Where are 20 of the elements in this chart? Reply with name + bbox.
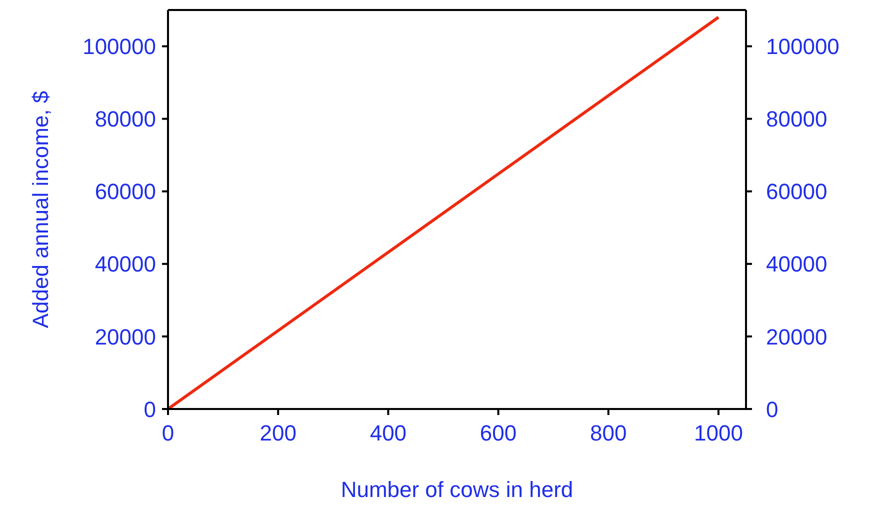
x-tick-label: 400	[370, 420, 407, 446]
x-tick-label: 0	[162, 420, 174, 446]
y-tick-label: 80000	[94, 106, 156, 132]
x-tick-label: 200	[260, 420, 296, 446]
x-tick-label: 1000	[694, 420, 743, 446]
y2-tick-label: 60000	[766, 179, 828, 204]
x-axis-title: Number of cows in herd	[340, 477, 574, 502]
y2-tick-label: 40000	[766, 252, 828, 277]
y-axis-title: Added annual income, $	[28, 90, 53, 328]
y-tick-label: 60000	[94, 179, 156, 204]
y-tick-label: 100000	[82, 34, 156, 60]
y2-tick-label: 100000	[766, 34, 840, 60]
x-tick-label: 600	[480, 420, 517, 446]
y-tick-label: 40000	[94, 252, 156, 277]
y2-tick-label: 20000	[766, 324, 828, 350]
y2-tick-label: 80000	[766, 106, 828, 132]
y-tick-label: 0	[144, 396, 156, 422]
x-tick-label: 800	[590, 420, 627, 446]
y2-tick-label: 0	[766, 396, 778, 422]
y-tick-label: 20000	[94, 324, 156, 350]
